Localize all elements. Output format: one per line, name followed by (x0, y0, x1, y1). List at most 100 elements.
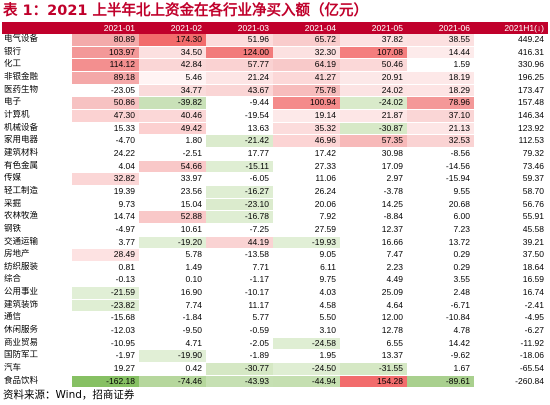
value-cell: -30.87 (340, 122, 407, 136)
industry-name: 电气设备 (2, 34, 72, 47)
value-cell: 21.13 (407, 122, 474, 136)
value-cell: 28.49 (72, 248, 139, 262)
value-cell: -16.27 (206, 185, 273, 199)
value-cell: -43.93 (206, 375, 273, 389)
value-cell: -2.05 (206, 337, 273, 351)
table-row: 有色金属 4.04 54.66 -15.11 27.33 17.09 -14.56 73.46 (2, 160, 548, 174)
value-cell: 26.24 (273, 185, 340, 199)
value-cell: 23.56 (139, 185, 206, 199)
value-cell: -0.13 (72, 273, 139, 288)
value-cell: -1.17 (206, 273, 273, 288)
value-cell: 7.74 (139, 299, 206, 313)
table-row: 农林牧渔 14.74 52.88 -16.78 7.92 -8.84 6.00 55.91 (2, 210, 548, 224)
value-cell: 64.19 (273, 58, 340, 72)
industry-name: 有色金属 (2, 160, 72, 174)
value-cell: -12.03 (72, 324, 139, 338)
value-cell: 0.29 (407, 248, 474, 262)
value-cell: 54.66 (139, 160, 206, 174)
value-cell: 80.89 (72, 34, 139, 47)
value-cell: 55.91 (474, 210, 548, 224)
value-cell: 12.78 (340, 324, 407, 338)
value-cell: -19.54 (206, 109, 273, 123)
value-cell: 4.03 (273, 286, 340, 300)
value-cell: -31.55 (340, 362, 407, 376)
value-cell: -39.82 (139, 96, 206, 110)
value-cell: 37.10 (407, 109, 474, 123)
value-cell: 20.91 (340, 71, 407, 85)
table-row: 化工 114.12 42.84 57.77 64.19 50.46 1.59 330.96 (2, 58, 548, 72)
value-cell: -10.84 (407, 311, 474, 326)
value-cell: -23.82 (72, 299, 139, 313)
value-cell: 2.23 (340, 261, 407, 275)
value-cell: 25.09 (340, 286, 407, 300)
value-cell: 16.74 (474, 286, 548, 300)
industry-name: 汽车 (2, 362, 72, 376)
industry-name: 建筑材料 (2, 147, 72, 161)
value-cell: -15.94 (407, 172, 474, 186)
value-cell: 1.49 (139, 261, 206, 275)
value-cell: 45.58 (474, 223, 548, 237)
table-row: 通信 -15.68 -1.84 5.77 5.50 12.00 -10.84 -4.95 (2, 311, 548, 326)
value-cell: 174.30 (139, 34, 206, 47)
table-row: 公用事业 -21.59 16.90 -10.17 4.03 25.09 2.48 16.74 (2, 286, 548, 300)
value-cell: 46.96 (273, 134, 340, 148)
value-cell: 14.25 (340, 198, 407, 212)
value-cell: 16.90 (139, 286, 206, 300)
industry-name: 医药生物 (2, 84, 72, 98)
industry-name: 家用电器 (2, 134, 72, 148)
table-row: 电气设备 80.89 174.30 51.96 65.72 37.82 38.55 449.2… (2, 34, 548, 47)
industry-name: 机械设备 (2, 122, 72, 136)
value-cell: 6.11 (273, 261, 340, 275)
value-cell: -15.68 (72, 311, 139, 326)
value-cell: -89.61 (407, 375, 474, 389)
value-cell: -23.05 (72, 84, 139, 98)
value-cell: 57.35 (340, 134, 407, 148)
value-cell: 1.67 (407, 362, 474, 376)
value-cell: 173.47 (474, 84, 548, 98)
value-cell: 1.59 (407, 58, 474, 72)
industry-name: 建筑装饰 (2, 299, 72, 313)
value-cell: 51.96 (206, 34, 273, 47)
value-cell: 15.33 (72, 122, 139, 136)
value-cell: 1.95 (273, 349, 340, 364)
value-cell: -21.59 (72, 286, 139, 300)
value-cell: -7.25 (206, 223, 273, 237)
value-cell: 78.96 (407, 96, 474, 110)
industry-name: 商业贸易 (2, 337, 72, 351)
value-cell: 79.32 (474, 147, 548, 161)
value-cell: -24.58 (273, 337, 340, 351)
value-cell: 9.05 (273, 248, 340, 262)
value-cell: 7.71 (206, 261, 273, 275)
value-cell: -6.05 (206, 172, 273, 186)
value-cell: 20.06 (273, 198, 340, 212)
value-cell: 157.48 (474, 96, 548, 110)
value-cell: 1.80 (139, 134, 206, 148)
table-row: 休闲服务 -12.03 -9.50 -0.59 3.10 12.78 4.78 -6.27 (2, 324, 548, 338)
industry-name: 化工 (2, 58, 72, 72)
value-cell: 4.49 (340, 273, 407, 288)
value-cell: 124.00 (206, 46, 273, 60)
value-cell: 19.27 (72, 362, 139, 376)
value-cell: 13.72 (407, 236, 474, 250)
value-cell: 75.78 (273, 84, 340, 98)
value-cell: -4.97 (72, 223, 139, 237)
value-cell: 4.04 (72, 160, 139, 174)
value-cell: 24.22 (72, 147, 139, 161)
value-cell: -260.84 (474, 375, 548, 389)
table-row: 电子 50.86 -39.82 -9.44 100.94 -24.02 78.96 157.4… (2, 96, 548, 110)
header-cell-1: 2021-01 (72, 22, 139, 34)
value-cell: 4.64 (340, 299, 407, 313)
value-cell: 123.92 (474, 122, 548, 136)
industry-name: 公用事业 (2, 286, 72, 300)
value-cell: 10.61 (139, 223, 206, 237)
industry-name: 纺织服装 (2, 261, 72, 275)
industry-name: 通信 (2, 311, 72, 326)
table-row: 医药生物 -23.05 34.77 43.67 75.78 24.02 18.29 173.4… (2, 84, 548, 98)
value-cell: 44.19 (206, 236, 273, 250)
value-cell: 5.50 (273, 311, 340, 326)
value-cell: 32.82 (72, 172, 139, 186)
value-cell: 52.88 (139, 210, 206, 224)
value-cell: -19.90 (139, 349, 206, 364)
source-note: 资料来源：Wind，招商证券 (3, 389, 135, 401)
value-cell: 50.86 (72, 96, 139, 110)
